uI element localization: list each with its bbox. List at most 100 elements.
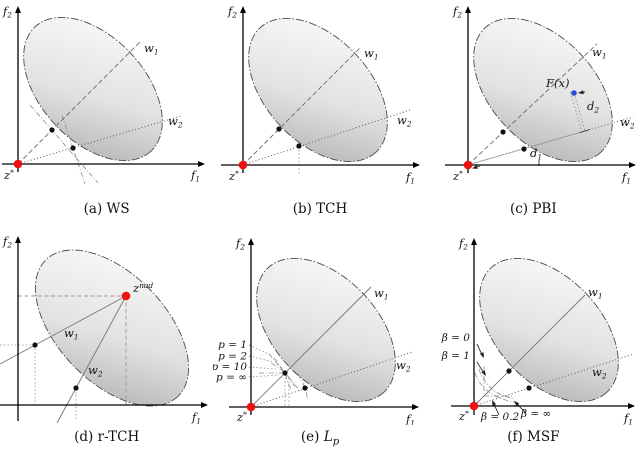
fx-point	[570, 90, 577, 96]
f1-axis-arrow-icon	[413, 162, 421, 168]
f1-axis-label: f1	[405, 412, 415, 425]
p10-norm-label: p = 10	[213, 361, 247, 373]
panel-msf: f2 f1 w1 w2 β = 0 β = 1 β = 0.2 β = ∞ z*…	[427, 228, 640, 456]
caption-lp: (e) Lp	[300, 429, 340, 448]
w1-label: w1	[364, 46, 379, 62]
solution-point-w2	[73, 385, 79, 391]
f1-axis-arrow-icon	[412, 404, 420, 410]
w2-label: w2	[168, 114, 183, 130]
betainf-arrowhead-icon	[513, 401, 519, 407]
w1-vector-line	[473, 294, 585, 407]
beta1-label: β = 1	[440, 350, 469, 362]
ws-contour-line-2	[61, 114, 86, 185]
p10-leader-dotted	[249, 366, 277, 370]
ideal-point	[239, 160, 248, 170]
w1-label: w1	[592, 45, 607, 61]
objective-region-ellipse	[472, 17, 613, 163]
f1-axis-label: f1	[190, 168, 200, 184]
d2-perpendicular-dotted-1	[573, 92, 586, 132]
f1-axis-label: f1	[405, 170, 415, 186]
p1-leader-dotted	[249, 344, 272, 356]
solution-point-w2	[70, 145, 76, 151]
f2-axis-arrow-icon	[15, 6, 21, 13]
w1-vector-line	[17, 41, 141, 165]
objective-region-ellipse	[23, 16, 163, 162]
f1-axis-label: f1	[191, 410, 201, 425]
solution-point-w1	[276, 126, 282, 132]
zstar-arrowhead-icon	[471, 165, 478, 169]
f2-axis-arrow-icon	[15, 236, 21, 243]
solution-point-w2	[526, 385, 532, 391]
fx-label: F(x)	[545, 76, 569, 90]
f2-axis-arrow-icon	[240, 6, 247, 13]
ws-contour-line-1	[29, 104, 99, 184]
beta1-arrowhead-icon	[481, 370, 486, 376]
beta0-label: β = 0	[440, 332, 470, 344]
f2-axis-label: f2	[2, 4, 12, 20]
msf-contour-beta1	[474, 372, 518, 403]
f1-axis-arrow-icon	[627, 403, 635, 409]
ideal-point-label: z*	[236, 410, 247, 424]
beta0-arrowhead-icon	[479, 352, 484, 358]
w1-vector-line	[467, 43, 597, 166]
f1-axis-label: f1	[621, 170, 631, 186]
f2-axis-arrow-icon	[470, 238, 477, 245]
ideal-point	[469, 401, 478, 411]
f2-axis-label: f2	[2, 234, 12, 250]
w1-label: w1	[588, 285, 603, 301]
f2-axis-label: f2	[235, 236, 245, 252]
w2-label: w2	[592, 365, 607, 381]
caption-ws: (a) WS	[83, 201, 130, 217]
panel-pbi: f2 f1 w1 w2 F(x) d2 d1 z* (c) PBI	[427, 0, 640, 228]
objective-region-ellipse	[256, 257, 397, 403]
objective-region-ellipse	[248, 17, 389, 163]
caption-rtch: (d) r-TCH	[74, 429, 140, 445]
nadir-point-label: znad	[132, 281, 153, 295]
solution-point-w1	[282, 370, 288, 376]
w1-vector-line	[243, 46, 362, 166]
ideal-point	[13, 159, 23, 169]
betainf-label: β = ∞	[520, 408, 551, 420]
beta02-label: β = 0.2	[480, 411, 520, 423]
panel-rtch: f2 f1 w1 w2 znad (d) r-TCH	[0, 228, 213, 456]
nadir-point	[121, 291, 131, 301]
d2-label: d2	[587, 99, 599, 115]
w2-label: w2	[88, 363, 103, 379]
beta02-arrowhead-icon	[491, 400, 496, 406]
ideal-point-label: z*	[458, 409, 469, 423]
solution-point-w1	[49, 127, 55, 133]
f1-axis-arrow-icon	[201, 402, 208, 408]
solution-point-w2	[302, 385, 308, 391]
f2-axis-arrow-icon	[464, 6, 471, 13]
d1-label: d1	[530, 146, 542, 162]
w2-vector-line	[56, 295, 127, 424]
panel-tch: f2 f1 w1 w2 z* (b) TCH	[213, 0, 426, 228]
ideal-point	[247, 402, 256, 412]
solution-point-w1	[500, 129, 506, 135]
msf-contour-beta02	[478, 368, 515, 400]
f2-axis-label: f2	[452, 4, 462, 20]
caption-pbi: (c) PBI	[509, 201, 557, 217]
ideal-point-label: z*	[228, 169, 239, 183]
ideal-point-label: z*	[3, 168, 14, 182]
w2-label: w2	[397, 113, 412, 129]
f2-axis-label: f2	[227, 4, 237, 20]
f2-axis-arrow-icon	[248, 238, 255, 245]
objective-region-ellipse	[34, 249, 190, 407]
solution-point-w2	[521, 146, 527, 152]
p1-norm-label: p = 1	[218, 339, 247, 351]
f1-axis-arrow-icon	[628, 162, 636, 168]
objective-region-ellipse	[478, 257, 619, 403]
d2-perpendicular-dotted-2	[569, 91, 582, 131]
w2-label: w2	[396, 358, 411, 374]
f2-axis-label: f2	[458, 236, 468, 252]
msf-contour-beta0	[483, 366, 513, 397]
solution-point-w1	[32, 342, 38, 348]
f1-axis-arrow-icon	[198, 161, 205, 167]
solution-point-w1	[506, 368, 512, 374]
d1-measure-line	[470, 130, 585, 165]
f1-axis-label: f1	[623, 411, 633, 425]
w1-label: w1	[64, 326, 79, 342]
projection-foot-tick	[579, 129, 590, 133]
